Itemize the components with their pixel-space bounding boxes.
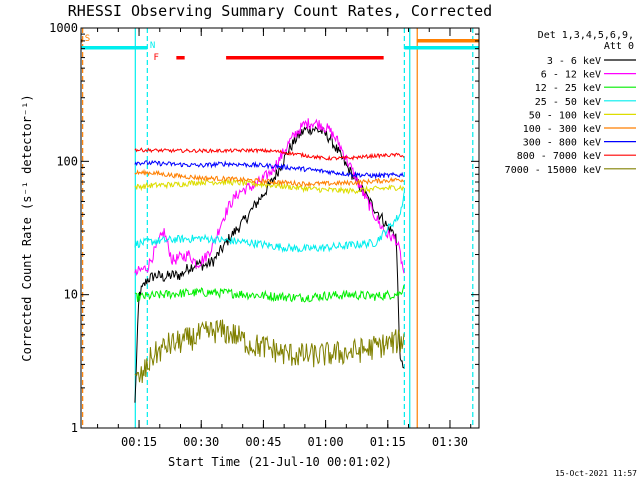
flag-bar-f-segment-1 — [176, 56, 185, 60]
series-line-800-7000-kev — [134, 147, 405, 161]
legend-header-line-2: Att 0 — [604, 41, 634, 52]
x-tick-label-00-15: 00:15 — [121, 435, 157, 449]
legend-label-50-100-kev: 50 - 100 keV — [529, 110, 601, 121]
y-tick-label-1000: 1000 — [49, 21, 78, 35]
y-tick-label-1: 1 — [71, 421, 78, 435]
legend-label-100-300-kev: 100 - 300 keV — [523, 124, 601, 135]
flag-label-f: F — [154, 53, 159, 63]
footer-timestamp: 15-Oct-2021 11:57 — [555, 469, 637, 478]
legend-label-6-12-kev: 6 - 12 keV — [541, 70, 601, 81]
x-axis-label: Start Time (21-Jul-10 00:01:02) — [168, 455, 392, 469]
legend-header-line-1: Det 1,3,4,5,6,9, — [538, 30, 634, 41]
legend-label-3-6-kev: 3 - 6 keV — [547, 56, 601, 67]
flag-label-n: N — [150, 41, 155, 51]
chart-title: RHESSI Observing Summary Count Rates, Co… — [68, 2, 492, 20]
x-tick-label-01-00: 01:00 — [308, 435, 344, 449]
flag-bar-s-segment-2 — [416, 39, 479, 43]
y-axis-label: Corrected Count Rate (s⁻¹ detector⁻¹) — [20, 94, 34, 361]
x-tick-label-01-30: 01:30 — [432, 435, 468, 449]
legend-label-25-50-kev: 25 - 50 keV — [535, 97, 601, 108]
flag-bar-n-segment-2 — [404, 46, 479, 50]
series-line-12-25-kev — [134, 284, 405, 303]
flag-label-s: S — [85, 34, 90, 44]
series-line-300-800-kev — [134, 159, 405, 180]
plot-frame — [80, 27, 480, 429]
x-tick-label-01-15: 01:15 — [370, 435, 406, 449]
legend: Det 1,3,4,5,6,9,Att 03 - 6 keV 6 - 12 keV… — [505, 30, 636, 176]
series-line-50-100-kev — [134, 178, 405, 195]
legend-label-12-25-kev: 12 - 25 keV — [535, 83, 601, 94]
x-tick-label-00-30: 00:30 — [183, 435, 219, 449]
legend-label-800-7000-kev: 800 - 7000 keV — [517, 151, 601, 162]
series-line-3-6-kev — [134, 125, 405, 403]
series-line-7000-15000-kev — [134, 319, 405, 384]
series-line-100-300-kev — [134, 168, 405, 188]
x-tick-label-00-45: 00:45 — [245, 435, 281, 449]
y-tick-label-100: 100 — [56, 154, 78, 168]
plot-area: S NF 1 10 100 1000 00:15 00:30 00:45 01:00 01:15 01… — [49, 21, 480, 449]
series-line-25-50-kev — [134, 192, 405, 254]
legend-label-300-800-kev: 300 - 800 keV — [523, 138, 601, 149]
flag-bar-n-segment-1 — [81, 46, 148, 50]
y-tick-label-10: 10 — [64, 288, 78, 302]
flag-bar-f-segment-2 — [226, 56, 384, 60]
legend-label-7000-15000-kev: 7000 - 15000 keV — [505, 165, 601, 176]
